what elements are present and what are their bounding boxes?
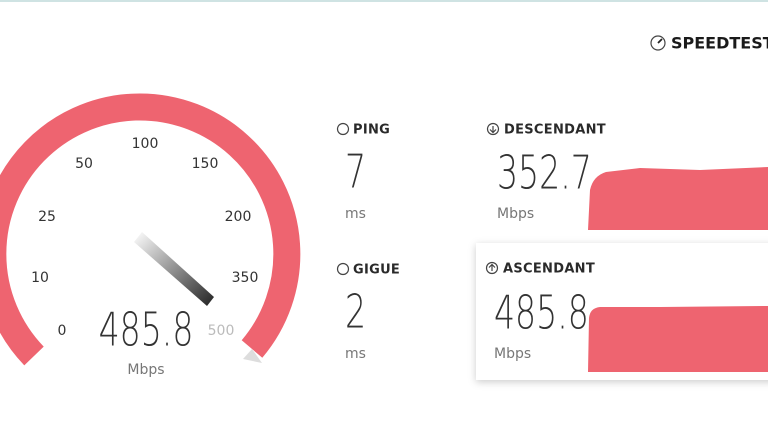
ping-value: 7 <box>345 146 366 199</box>
gauge-unit: Mbps <box>127 362 164 378</box>
jitter-unit: ms <box>345 346 366 362</box>
upload: ASCENDANT 485.8 Mbps <box>476 243 768 380</box>
upload-arrow <box>488 263 496 271</box>
logo: SPEEDTEST <box>650 34 768 53</box>
jitter: GIGUE 2 ms <box>336 262 400 362</box>
gauge-scale-label: 25 <box>38 209 56 225</box>
upload-unit: Mbps <box>494 346 531 362</box>
gauge-scale-label: 50 <box>75 156 93 172</box>
gauge-scale-label: 500 <box>208 323 235 339</box>
upload-graph <box>588 306 768 372</box>
gauge-scale-label: 100 <box>132 136 159 152</box>
jitter-icon <box>336 262 350 276</box>
ping: PING 7 ms <box>336 122 390 222</box>
download-arrow <box>489 126 497 134</box>
gauge-scale-label: 10 <box>31 270 49 286</box>
gauge-needle <box>134 232 214 306</box>
download-unit: Mbps <box>497 206 534 222</box>
ping-icon <box>336 122 350 136</box>
ping-label: PING <box>353 123 390 138</box>
gauge-value: 485.8 <box>99 304 194 357</box>
download-graph <box>588 167 768 230</box>
upload-value: 485.8 <box>494 287 589 340</box>
upload-label: ASCENDANT <box>503 262 595 277</box>
gauge-arc <box>0 93 301 366</box>
jitter-value: 2 <box>345 286 366 339</box>
ping-unit: ms <box>345 206 366 222</box>
gauge-scale-label: 0 <box>58 323 67 339</box>
upload-icon <box>485 261 499 275</box>
gauge-arc-end <box>243 349 262 363</box>
download: DESCENDANT 352.7 Mbps <box>486 122 768 230</box>
download-value: 352.7 <box>497 147 592 200</box>
logo-text: SPEEDTEST <box>671 34 768 53</box>
logo-icon-needle <box>657 38 663 44</box>
download-icon <box>486 122 500 136</box>
logo-icon <box>650 35 666 51</box>
download-label: DESCENDANT <box>504 123 606 138</box>
gauge-scale-label: 200 <box>225 209 252 225</box>
gauge-scale-label: 350 <box>232 270 259 286</box>
jitter-label: GIGUE <box>353 263 400 278</box>
gauge-scale-label: 150 <box>192 156 219 172</box>
gauge: 0 10 25 50 100 150 200 350 500 485.8 Mbps <box>0 93 301 378</box>
